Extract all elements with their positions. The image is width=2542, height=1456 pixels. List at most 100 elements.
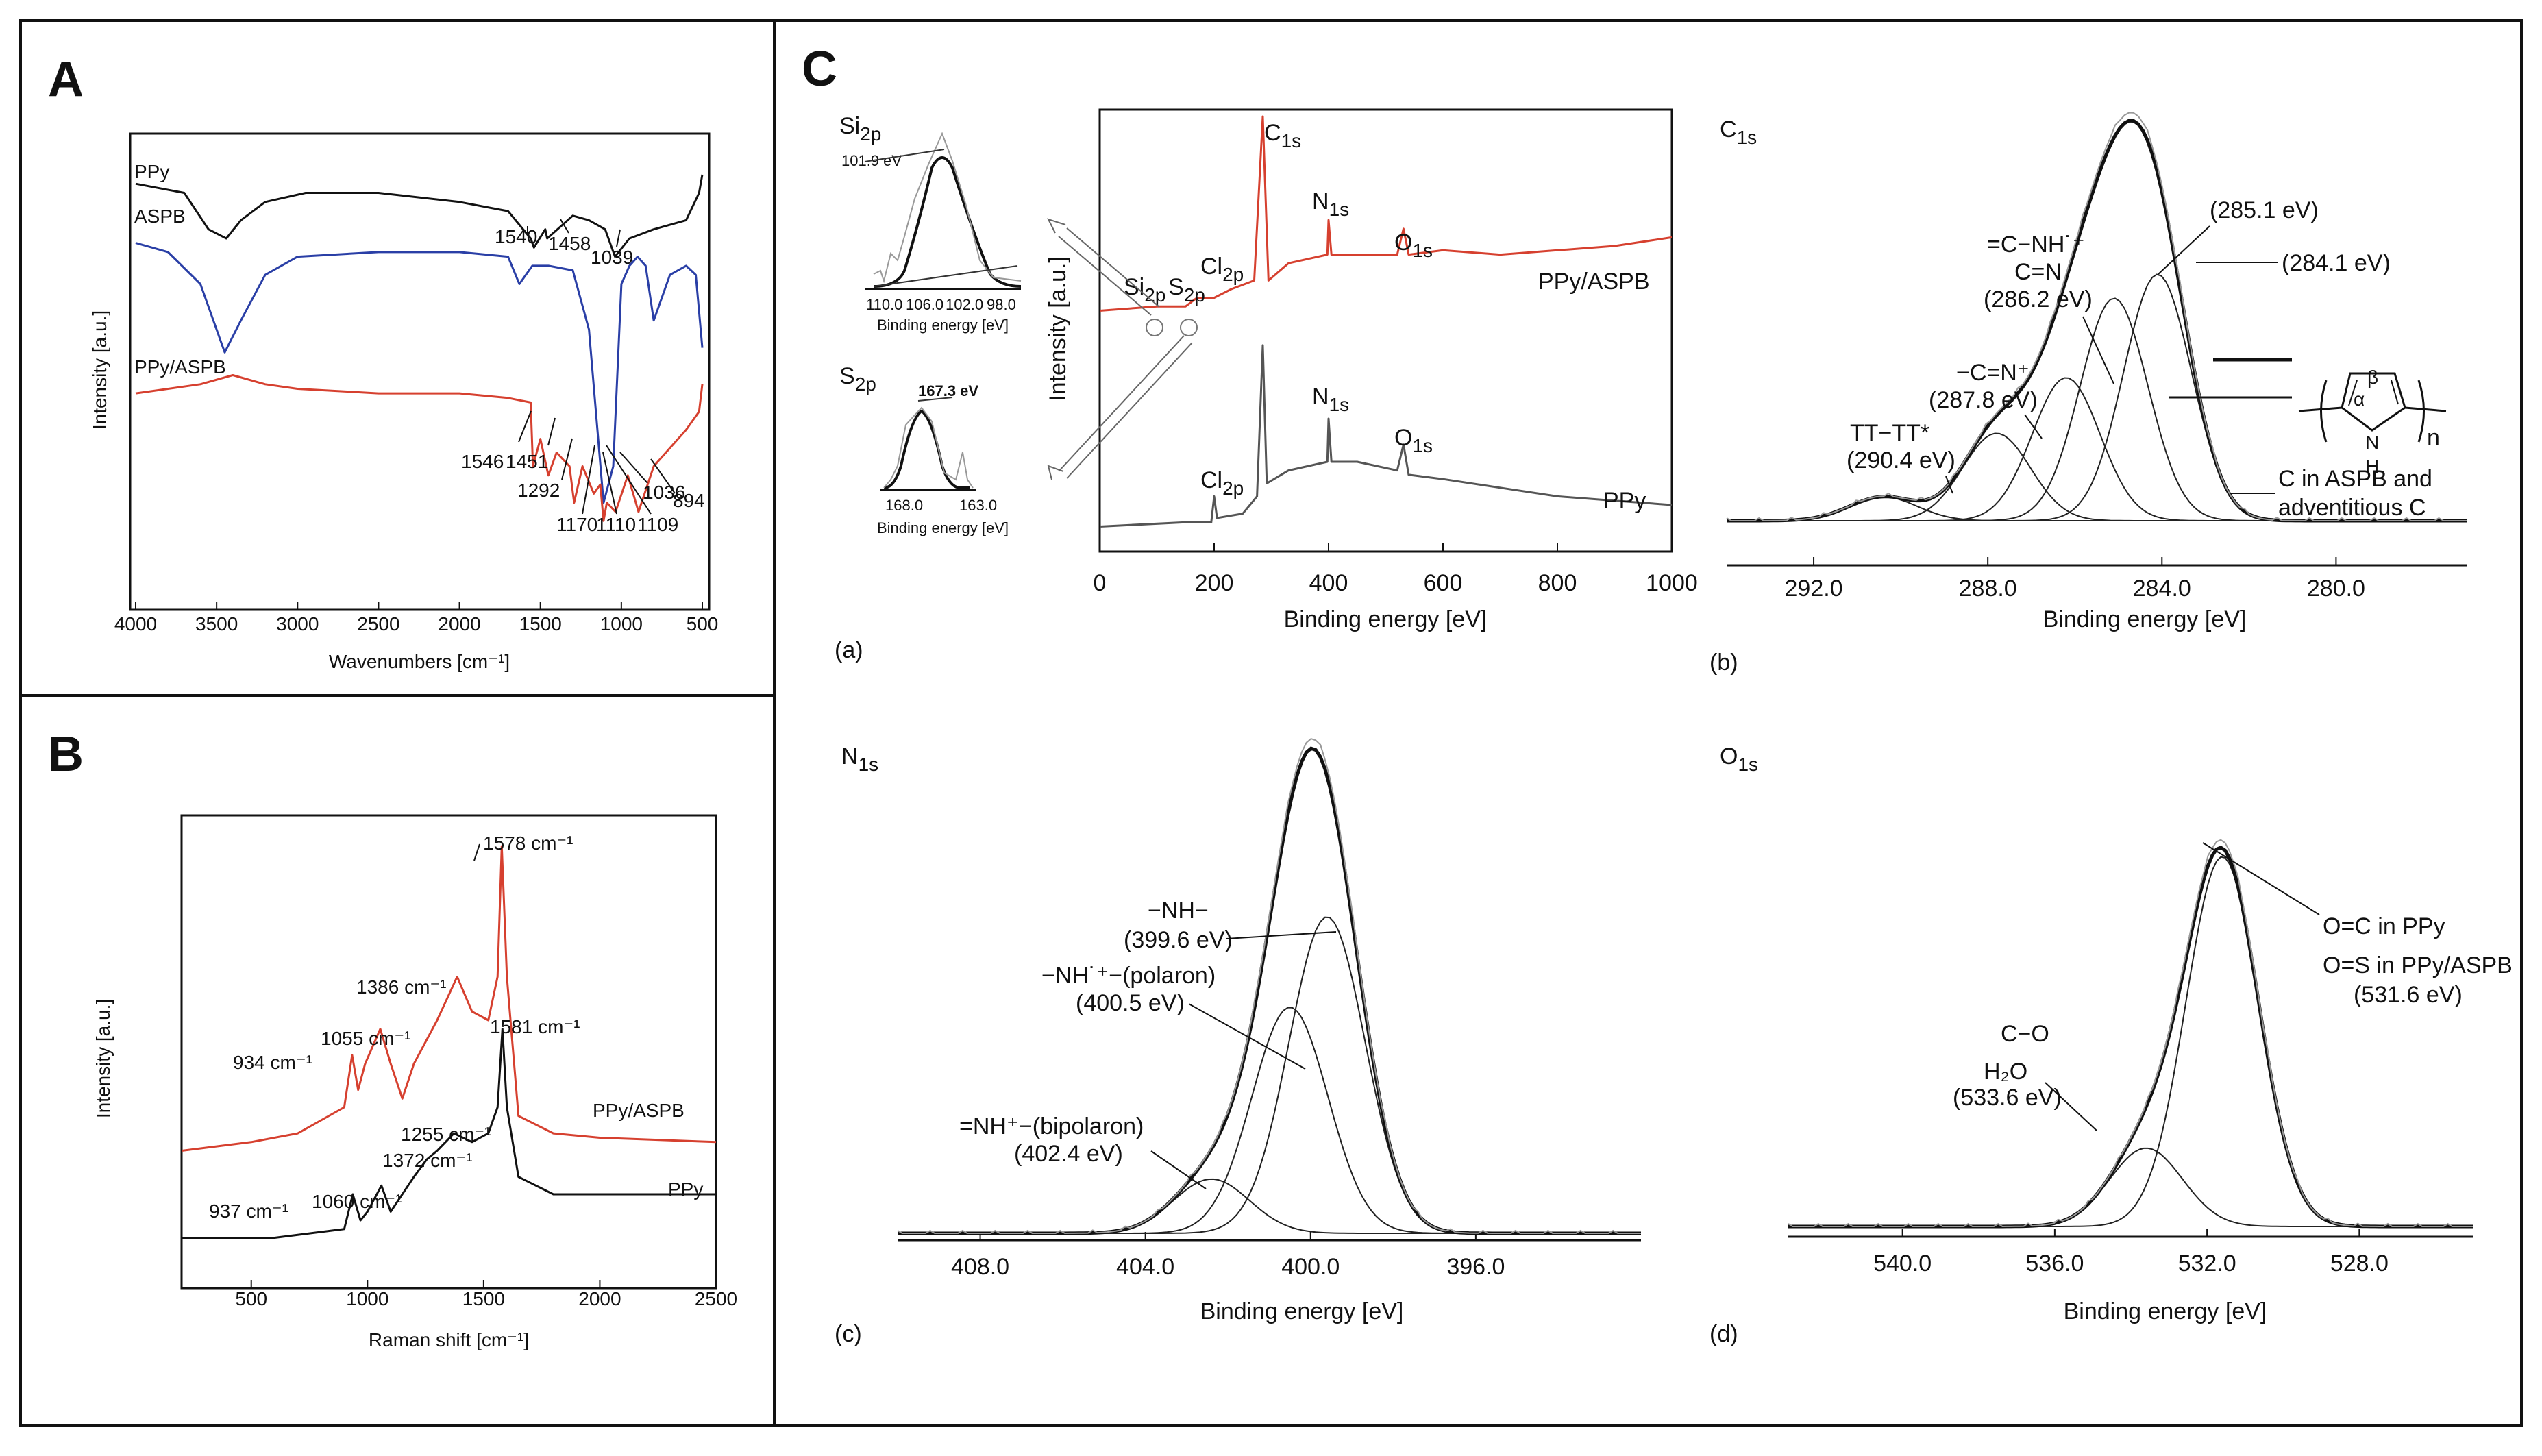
label-ppy-aspb: PPy/ASPB xyxy=(134,356,226,378)
inset-si-t3: 102.0 xyxy=(946,296,983,313)
n1s-label-pol: −NH˙⁺−(polaron) xyxy=(1041,963,1216,989)
ann-1386: 1386 cm⁻¹ xyxy=(356,976,447,998)
raman-x-ticks: 500 1000 1500 2000 2500 xyxy=(235,1280,737,1309)
leader-5336 xyxy=(2045,1082,2097,1131)
inset-si-xlabel: Binding energy [eV] xyxy=(877,317,1009,334)
ann-line-1578 xyxy=(473,843,480,861)
ann-1581: 1581 cm⁻¹ xyxy=(490,1016,580,1037)
inset-si-leader xyxy=(864,149,945,162)
inset-s-leader xyxy=(917,397,953,402)
label-ppy-raman: PPy xyxy=(668,1179,703,1200)
peak-s2p: S2p xyxy=(1168,274,1205,306)
component-peak-2 xyxy=(898,1178,1641,1234)
x-tick-label: 4000 xyxy=(114,613,157,634)
o1s-label-5336: (533.6 eV) xyxy=(1953,1085,2062,1111)
ring-double-1 xyxy=(2348,380,2358,406)
label-ppy-survey: PPy xyxy=(1603,488,1646,514)
ann-line-1039 xyxy=(616,229,621,247)
outer-frame xyxy=(19,19,2523,1427)
peak-cl2p-black: Cl2p xyxy=(1200,467,1244,499)
peak-n1s-red: N1s xyxy=(1312,188,1349,220)
x-tick-label: 1000 xyxy=(600,613,643,634)
c1s-label-2841: (284.1 eV) xyxy=(2282,250,2391,276)
ann-line-1292 xyxy=(561,438,573,480)
component-peak-0 xyxy=(1788,856,2473,1227)
survey-frame xyxy=(1098,108,1673,553)
o1s-label-co: C−O xyxy=(2001,1021,2049,1047)
series-ppy xyxy=(1099,344,1673,528)
c1s-title: C1s xyxy=(1720,116,1757,148)
series-ppy-aspb xyxy=(1099,115,1673,312)
peak-o1s-red: O1s xyxy=(1394,230,1433,261)
n1s-label-3996: (399.6 eV) xyxy=(1124,927,1233,953)
c1s-leaders xyxy=(1945,225,2278,494)
peak-cl2p-red: Cl2p xyxy=(1200,254,1244,285)
raman-plot: 500 1000 1500 2000 2500 1578 cm⁻¹ 1386 cm⁻¹ … xyxy=(92,814,737,1350)
ann-line-894 xyxy=(650,458,676,494)
n1s-label-4005: (400.5 eV) xyxy=(1076,990,1185,1016)
label-n: N xyxy=(2365,432,2379,453)
x-tick-label: 528.0 xyxy=(2330,1250,2389,1276)
leader-2904 xyxy=(1945,476,1953,494)
x-tick-label: 1000 xyxy=(346,1288,388,1309)
n1s-label-4024: (402.4 eV) xyxy=(1014,1141,1123,1167)
xps-n1s-plot: N1s 408.0 404.0 400.0 396.0 −NH− (399.6 eV)… xyxy=(835,737,1641,1347)
raman-y-label: Intensity [a.u.] xyxy=(92,999,114,1118)
inset-si-t4: 98.0 xyxy=(987,296,1016,313)
label-ppy-aspb-survey: PPy/ASPB xyxy=(1538,269,1650,295)
leader-4024 xyxy=(1150,1150,1207,1189)
leader-2851 xyxy=(2158,225,2210,275)
c1s-label-2862: (286.2 eV) xyxy=(1984,286,2093,312)
peak-n1s-black: N1s xyxy=(1312,384,1349,415)
inset-arrows xyxy=(1047,218,1193,480)
ring-bond-right xyxy=(2404,406,2447,412)
xps-o1s-plot: O1s 540.0 536.0 532.0 528.0 O=C in PPy O=S … xyxy=(1710,743,2513,1347)
inset-si-title: Si2p xyxy=(839,113,881,145)
ann-1255: 1255 cm⁻¹ xyxy=(401,1124,491,1145)
ann-line-1170 xyxy=(582,445,595,515)
o1s-x-ticks: 540.0 536.0 532.0 528.0 xyxy=(1873,1229,2389,1276)
inset-s-raw xyxy=(883,406,974,489)
s2p-inset: S2p 167.3 eV 168.0 163.0 Binding energy … xyxy=(839,363,1009,536)
ann-1039: 1039 xyxy=(591,247,633,268)
ann-line-1109 xyxy=(606,445,652,515)
series-ppy-aspb xyxy=(135,374,704,522)
s2p-circle xyxy=(1180,319,1198,336)
label-aspb: ASPB xyxy=(134,206,186,227)
x-tick-label: 400.0 xyxy=(1281,1254,1340,1280)
si2p-inset: Si2p 101.9 eV 110.0 106.0 102.0 98.0 Bin… xyxy=(839,113,1022,334)
c1s-label-2904: (290.4 eV) xyxy=(1847,447,1955,473)
panel-label-c: C xyxy=(802,42,837,97)
ftir-y-label: Intensity [a.u.] xyxy=(89,310,110,430)
ring-bond-left xyxy=(2298,406,2343,412)
panel-label-a: A xyxy=(48,52,84,107)
component-peak-0 xyxy=(898,916,1641,1234)
raman-x-label: Raman shift [cm⁻¹] xyxy=(369,1329,529,1350)
o1s-label-os: O=S in PPy/ASPB xyxy=(2323,952,2513,978)
leader-5316 xyxy=(2202,842,2320,915)
ftir-series xyxy=(135,174,704,522)
c1s-label-aspb2: adventitious C xyxy=(2278,495,2426,521)
n1s-peaks xyxy=(897,737,1641,1235)
ann-line-1458 xyxy=(560,219,569,234)
envelope-fit xyxy=(1788,846,2473,1229)
x-tick-label: 536.0 xyxy=(2025,1250,2084,1276)
panel-label-b: B xyxy=(48,727,84,782)
x-tick-label: 400 xyxy=(1309,570,1348,596)
x-tick-label: 284.0 xyxy=(2133,576,2191,602)
ann-894: 894 xyxy=(673,490,705,511)
ann-1546: 1546 xyxy=(461,451,504,472)
inset-s-fit xyxy=(883,409,970,489)
x-tick-label: 3000 xyxy=(276,613,319,634)
x-tick-label: 288.0 xyxy=(1959,576,2017,602)
component-peak-1 xyxy=(1788,1147,2473,1227)
leader-2878 xyxy=(2024,414,2043,439)
xps-c1s-plot: C1s 292.0 288.0 284.0 280.0 (285.1 eV) (284… xyxy=(1710,112,2467,676)
x-tick-label: 800 xyxy=(1538,570,1577,596)
o1s-label-5316: (531.6 eV) xyxy=(2354,982,2463,1008)
x-tick-label: 2000 xyxy=(578,1288,621,1309)
n1s-title: N1s xyxy=(841,743,878,775)
survey-series xyxy=(1099,115,1673,528)
c1s-label-tt: TT−TT* xyxy=(1850,420,1929,446)
